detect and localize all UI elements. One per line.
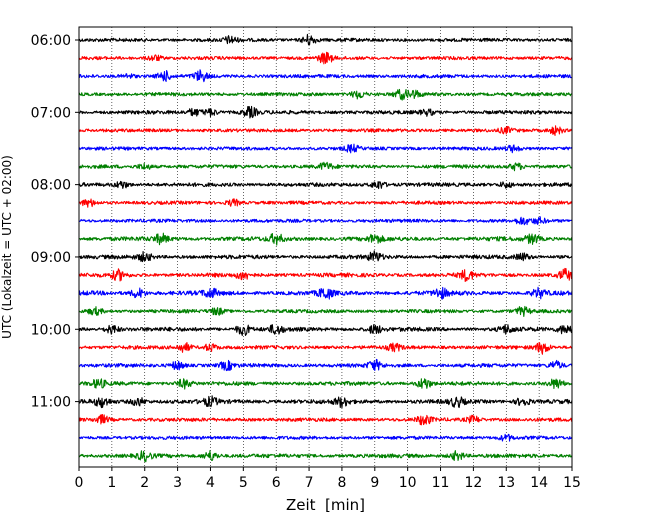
- trace-0915: [78, 267, 573, 283]
- trace-0730: [78, 143, 573, 154]
- y-tick-label: 10:00: [31, 322, 71, 338]
- x-tick-label: 0: [75, 475, 84, 491]
- plot-frame: [78, 26, 573, 468]
- trace-0745: [78, 161, 573, 172]
- trace-0815: [78, 198, 573, 208]
- trace-0700: [78, 105, 573, 119]
- trace-1115: [78, 414, 573, 426]
- trace-0715: [78, 125, 573, 137]
- y-axis-ticks: 06:00 07:00 08:00 09:00 10:00 11:00: [31, 33, 79, 411]
- trace-1015: [78, 341, 573, 355]
- trace-1130: [78, 433, 573, 442]
- x-tick-label: 3: [173, 475, 182, 491]
- x-tick-label: 12: [464, 475, 482, 491]
- x-tick-label: 14: [530, 475, 548, 491]
- trace-0645: [78, 88, 573, 101]
- trace-1045: [78, 378, 573, 390]
- trace-1145: [78, 450, 573, 463]
- trace-0845: [78, 232, 573, 246]
- x-tick-label: 10: [399, 475, 417, 491]
- vertical-gridlines: [111, 27, 540, 467]
- trace-0930: [78, 286, 573, 300]
- x-tick-label: 9: [370, 475, 379, 491]
- seismogram-traces: [78, 33, 573, 463]
- trace-0615: [78, 51, 573, 65]
- x-axis-ticks: 0 1 2 3 4 5 6 7 8 9 10 11 12 13 14 15: [75, 467, 581, 491]
- trace-0830: [78, 216, 573, 226]
- y-tick-label: 11:00: [31, 395, 71, 411]
- trace-1100: [78, 395, 573, 409]
- y-tick-label: 09:00: [31, 250, 71, 266]
- x-tick-label: 2: [140, 475, 149, 491]
- x-tick-label: 8: [337, 475, 346, 491]
- y-tick-label: 07:00: [31, 105, 71, 121]
- plot-background: [79, 27, 572, 467]
- trace-0945: [78, 305, 573, 317]
- x-tick-label: 7: [305, 475, 314, 491]
- x-tick-label: 1: [107, 475, 116, 491]
- trace-1030: [78, 358, 573, 372]
- trace-0600: [78, 33, 573, 46]
- y-axis-label: UTC (Lokalzeit = UTC + 02:00): [0, 155, 14, 339]
- trace-0630: [78, 69, 573, 83]
- x-tick-label: 6: [272, 475, 281, 491]
- x-tick-label: 5: [239, 475, 248, 491]
- trace-0900: [78, 250, 573, 263]
- y-tick-label: 08:00: [31, 178, 71, 194]
- y-tick-label: 06:00: [31, 33, 71, 49]
- x-tick-label: 13: [497, 475, 515, 491]
- x-tick-label: 11: [432, 475, 450, 491]
- trace-1000: [78, 324, 573, 336]
- x-tick-label: 15: [563, 475, 581, 491]
- trace-0800: [78, 180, 573, 190]
- x-tick-label: 4: [206, 475, 215, 491]
- x-axis-label: Zeit [min]: [286, 496, 365, 514]
